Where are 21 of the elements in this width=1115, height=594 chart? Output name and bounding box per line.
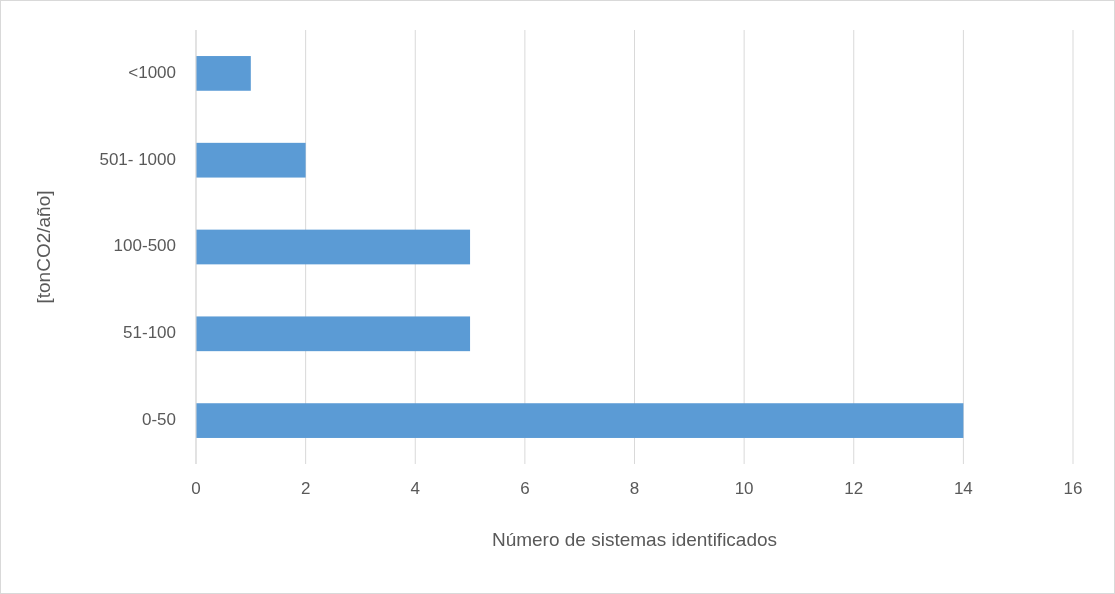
x-tick-label: 4 bbox=[410, 479, 420, 498]
x-tick-label: 2 bbox=[300, 479, 311, 498]
y-tick-label: 100-500 bbox=[113, 236, 176, 256]
x-axis-title: Número de sistemas identificados bbox=[491, 529, 778, 550]
bar bbox=[196, 316, 471, 352]
x-tick-label: 0 bbox=[191, 479, 201, 498]
bar bbox=[196, 229, 471, 265]
y-tick-label: 0-50 bbox=[141, 410, 176, 430]
x-tick-label: 10 bbox=[734, 479, 754, 498]
bar bbox=[196, 142, 306, 178]
x-tick-label: 8 bbox=[629, 479, 640, 498]
x-tick-label: 6 bbox=[520, 479, 530, 498]
x-tick-label: 14 bbox=[953, 479, 973, 498]
y-tick-label: 501- 1000 bbox=[99, 149, 176, 169]
y-tick-label: <1000 bbox=[128, 62, 176, 82]
x-tick-label: 16 bbox=[1063, 479, 1083, 498]
y-tick-label: 51-100 bbox=[123, 323, 176, 343]
bar bbox=[196, 56, 251, 91]
bar bbox=[196, 403, 964, 438]
x-tick-label: 12 bbox=[844, 479, 864, 498]
y-axis-title: [tonCO2/año] bbox=[33, 190, 54, 304]
